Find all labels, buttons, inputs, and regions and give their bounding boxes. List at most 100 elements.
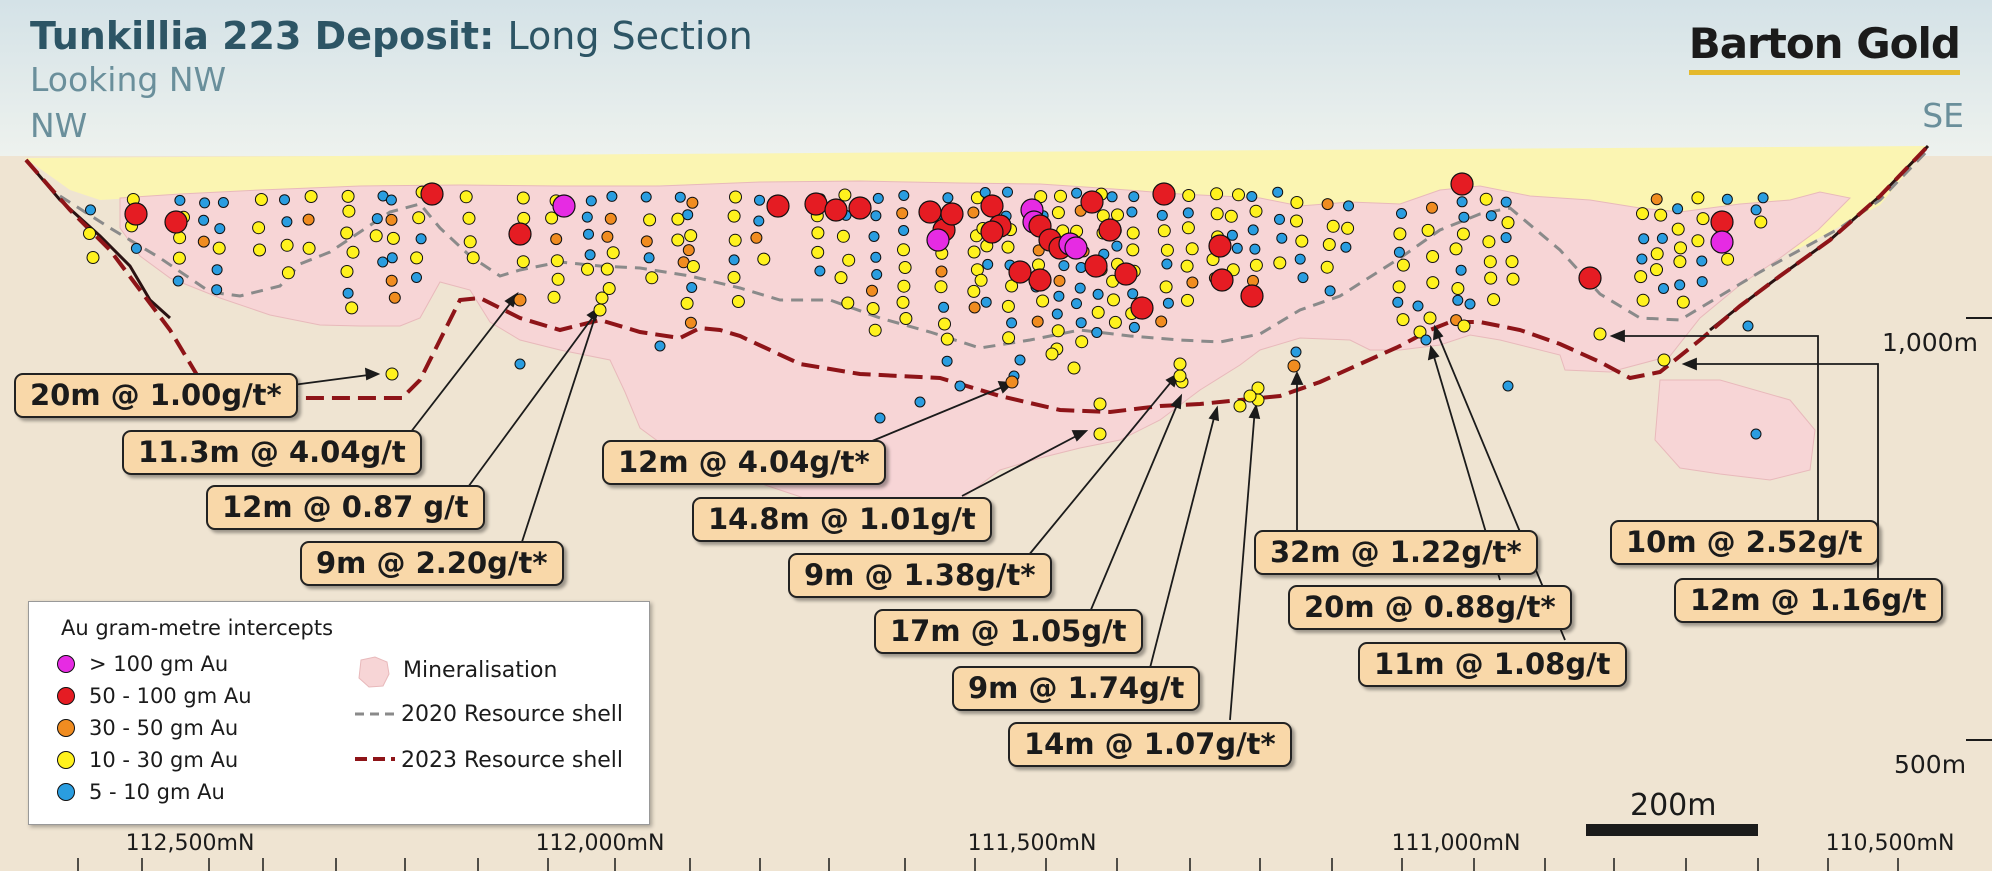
intercept-callout: 20m @ 1.00g/t*	[14, 373, 298, 418]
intercept-dot	[645, 271, 659, 285]
intercept-dot-50-100	[1028, 268, 1052, 292]
intercept-dot	[898, 190, 910, 201]
legend-item-gt100: > 100 gm Au	[57, 652, 228, 676]
intercept-dot	[1322, 238, 1336, 251]
intercept-callout: 11m @ 1.08g/t	[1358, 642, 1627, 687]
intercept-dot	[1091, 327, 1103, 338]
intercept-dot	[1045, 347, 1059, 361]
intercept-dot	[1650, 247, 1664, 261]
intercept-callout: 14m @ 1.07g/t*	[1008, 722, 1292, 767]
intercept-dot	[1721, 193, 1733, 205]
intercept-dot	[1067, 361, 1081, 375]
leader-line	[1614, 335, 1819, 522]
intercept-dot	[1392, 296, 1404, 308]
intercept-dot	[1128, 191, 1140, 203]
intercept-dot	[212, 241, 226, 255]
intercept-dot-50-100	[804, 192, 828, 216]
intercept-dot	[836, 229, 850, 243]
intercept-dot	[941, 355, 953, 367]
legend-label: 5 - 10 gm Au	[89, 780, 225, 804]
intercept-dot	[1294, 253, 1306, 265]
intercept-dot	[1091, 305, 1105, 319]
intercept-dot	[130, 242, 142, 254]
intercept-dot	[1287, 359, 1301, 373]
intercept-callout: 10m @ 2.52g/t	[1610, 520, 1879, 565]
intercept-dot	[411, 272, 422, 283]
intercept-dot	[731, 295, 745, 308]
intercept-dot	[388, 291, 401, 304]
intercept-dot	[898, 261, 912, 274]
legend: Au gram-metre intercepts > 100 gm Au 50 …	[28, 601, 650, 825]
intercept-dot	[516, 191, 530, 205]
intercept-dot	[1108, 315, 1122, 329]
intercept-dot	[550, 233, 563, 246]
scale-label: 200m	[1630, 788, 1717, 823]
leader-line	[1229, 407, 1256, 721]
intercept-dot	[1426, 250, 1440, 263]
northing-label: 110,500mN	[1825, 831, 1955, 856]
intercept-dot	[1226, 229, 1238, 241]
intercept-callout: 11.3m @ 4.04g/t	[122, 430, 422, 475]
intercept-dot	[1392, 280, 1406, 294]
intercept-dot	[1126, 206, 1138, 218]
dashed-red-line-icon	[355, 757, 395, 761]
intercept-dot	[942, 192, 954, 204]
intercept-dot	[866, 284, 878, 297]
intercept-dot	[377, 256, 389, 268]
view-direction: Looking NW	[30, 60, 227, 99]
intercept-dot	[643, 213, 657, 227]
intercept-dot	[385, 194, 397, 206]
intercept-dot	[1321, 198, 1334, 211]
intercept-dot	[1634, 270, 1648, 284]
intercept-dot	[899, 312, 913, 325]
intercept-dot	[872, 192, 884, 204]
intercept-dot	[1186, 276, 1199, 289]
intercept-dot	[1231, 242, 1243, 254]
intercept-dot	[1155, 315, 1168, 328]
intercept-dot	[1396, 208, 1407, 219]
intercept-dot	[1393, 227, 1407, 241]
intercept-dot	[1742, 320, 1754, 332]
red-dot-icon	[57, 687, 75, 705]
intercept-dot	[643, 252, 655, 264]
intercept-dot	[1396, 258, 1410, 272]
intercept-dot	[1053, 274, 1066, 287]
intercept-dot	[897, 243, 910, 257]
intercept-dot	[1232, 188, 1245, 202]
leader-arrowhead	[1071, 430, 1089, 442]
intercept-dot	[1182, 207, 1194, 219]
intercept-dot	[1657, 353, 1671, 367]
intercept-dot	[1457, 319, 1471, 333]
intercept-callout: 14.8m @ 1.01g/t	[692, 497, 992, 542]
intercept-dot-50-100	[980, 220, 1004, 244]
depth-label-500: 500m	[1894, 750, 1967, 779]
intercept-dot	[1696, 255, 1708, 267]
intercept-dot	[1274, 213, 1285, 225]
intercept-dot	[1674, 241, 1687, 255]
intercept-dot	[304, 190, 318, 203]
intercept-dot	[585, 195, 597, 207]
intercept-dot	[1421, 223, 1435, 237]
magenta-dot-icon	[57, 655, 75, 673]
intercept-dot	[1674, 279, 1686, 291]
intercept-dot	[340, 226, 354, 240]
leader-line	[1686, 363, 1879, 580]
intercept-dot	[1126, 243, 1140, 257]
intercept-dot	[728, 254, 740, 266]
legend-mineralisation: Mineralisation	[403, 658, 558, 683]
intercept-dot	[1297, 272, 1309, 284]
intercept-dot	[1290, 196, 1304, 209]
intercept-dot	[1636, 207, 1649, 221]
intercept-dot	[1501, 216, 1515, 230]
intercept-dot-gt100	[1064, 236, 1088, 260]
intercept-dot	[866, 302, 880, 315]
intercept-dot-50-100	[124, 202, 148, 226]
intercept-callout: 12m @ 0.87 g/t	[206, 485, 485, 530]
intercept-dot	[1249, 258, 1263, 272]
intercept-dot	[340, 265, 354, 278]
intercept-callout: 17m @ 1.05g/t	[874, 609, 1143, 654]
intercept-dot	[385, 274, 398, 287]
intercept-dot	[1341, 221, 1355, 235]
intercept-dot	[1426, 276, 1440, 290]
intercept-dot	[550, 254, 564, 268]
